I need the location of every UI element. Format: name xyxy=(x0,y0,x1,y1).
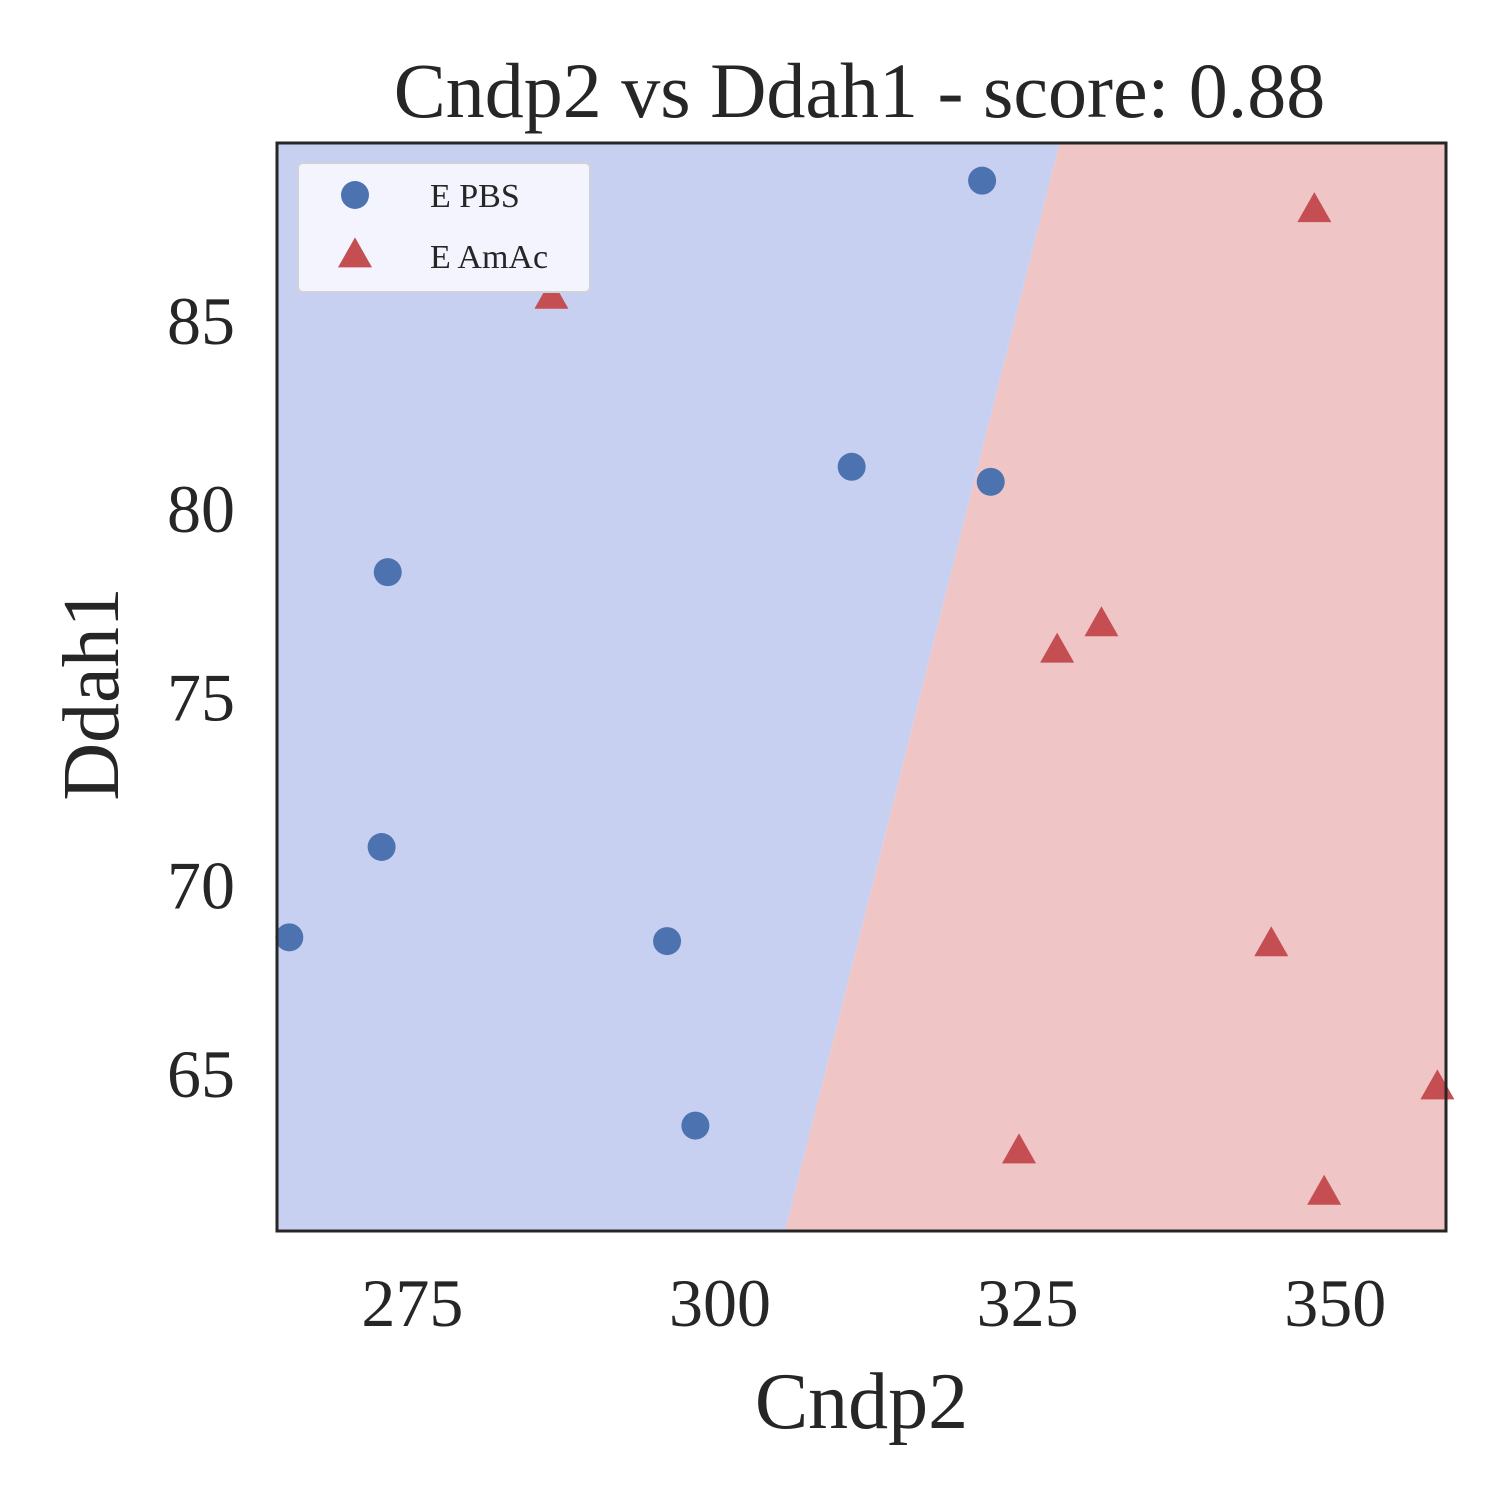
chart-title: Cndp2 vs Ddah1 - score: 0.88 xyxy=(394,47,1326,134)
point-e-amac xyxy=(1297,192,1332,223)
point-e-amac xyxy=(534,278,569,309)
point-e-amac xyxy=(1002,1133,1037,1164)
point-e-amac xyxy=(1040,632,1075,663)
region-e-pbs xyxy=(277,143,1060,1231)
y-axis-label: Ddah1 xyxy=(48,587,136,800)
x-tick-label: 350 xyxy=(1284,1265,1386,1341)
point-e-pbs xyxy=(837,452,866,481)
point-e-pbs xyxy=(681,1111,710,1140)
legend-box xyxy=(297,162,591,293)
y-tick-label: 70 xyxy=(167,848,235,924)
point-e-amac xyxy=(1254,926,1289,957)
decision-regions xyxy=(277,143,1446,1231)
point-e-pbs xyxy=(367,833,396,861)
y-tick-label: 85 xyxy=(167,283,235,359)
plot-frame xyxy=(275,141,1448,1233)
region-e-amac xyxy=(785,143,1446,1231)
point-e-pbs xyxy=(373,558,402,587)
legend-marker-e-pbs xyxy=(341,181,369,209)
legend: E PBS E AmAc xyxy=(297,162,591,293)
x-tick-label: 325 xyxy=(977,1265,1079,1341)
data-points xyxy=(275,166,1455,1205)
x-axis-label: Cndp2 xyxy=(755,1358,968,1446)
legend-marker-e-amac xyxy=(338,237,372,268)
point-e-amac xyxy=(1307,1174,1342,1205)
y-tick-label: 80 xyxy=(167,471,235,547)
point-e-pbs xyxy=(968,166,997,195)
point-e-pbs xyxy=(653,927,682,956)
legend-label: E PBS xyxy=(430,178,520,215)
y-tick-label: 65 xyxy=(167,1036,235,1112)
point-e-pbs xyxy=(976,467,1005,496)
point-e-pbs xyxy=(275,923,304,952)
x-tick-label: 275 xyxy=(361,1265,463,1341)
y-tick-label: 75 xyxy=(167,659,235,735)
x-tick-labels: 275 300 325 350 xyxy=(361,1265,1386,1341)
legend-label: E AmAc xyxy=(430,239,548,276)
y-tick-labels: 65 70 75 80 85 xyxy=(167,283,235,1112)
point-e-amac xyxy=(1084,606,1119,637)
x-tick-label: 300 xyxy=(669,1265,771,1341)
